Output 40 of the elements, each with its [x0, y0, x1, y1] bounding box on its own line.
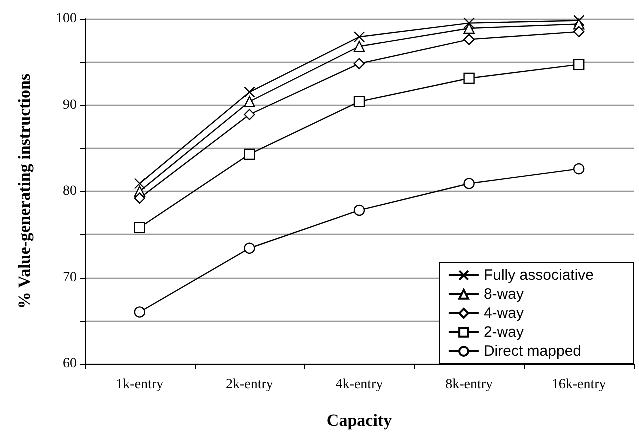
- point: [244, 96, 256, 108]
- point: [354, 96, 366, 108]
- point: [134, 306, 146, 318]
- point: [134, 222, 146, 234]
- point: [574, 59, 585, 70]
- y-axis-title: % Value-generating instructions: [15, 74, 34, 310]
- legend-label: 8-way: [484, 286, 524, 303]
- point: [134, 192, 146, 204]
- x-tick-label: 2k-entry: [226, 378, 274, 392]
- point: [134, 178, 146, 190]
- point: [244, 86, 256, 98]
- y-tick-label: 100: [56, 12, 77, 26]
- y-tick-label: 70: [63, 270, 77, 286]
- point: [244, 242, 256, 254]
- point: [574, 26, 585, 38]
- legend-label: Fully associative: [484, 267, 594, 284]
- x-tick-label: 1k-entry: [116, 378, 164, 392]
- x-tick-label: 4k-entry: [336, 378, 384, 392]
- x-tick-label: 8k-entry: [446, 378, 494, 392]
- legend-label: 2-way: [484, 324, 524, 341]
- point: [464, 34, 475, 46]
- point: [464, 72, 475, 84]
- legend-label: 4-way: [484, 305, 524, 322]
- y-tick-label: 90: [63, 98, 77, 113]
- y-tick-label: 80: [63, 184, 77, 199]
- point: [574, 15, 585, 26]
- point: [464, 18, 475, 29]
- point: [244, 109, 256, 120]
- point: [244, 148, 256, 160]
- point: [464, 22, 475, 34]
- point: [354, 58, 366, 70]
- point: [354, 204, 366, 216]
- y-tick-label: 60: [63, 356, 77, 372]
- legend-label: Direct mapped: [484, 343, 582, 360]
- x-tick-label: 16k-entry: [552, 378, 606, 392]
- x-axis-title: Capacity: [326, 411, 393, 430]
- point: [464, 178, 475, 190]
- point: [574, 163, 585, 175]
- point: [354, 32, 366, 43]
- point: [354, 41, 366, 52]
